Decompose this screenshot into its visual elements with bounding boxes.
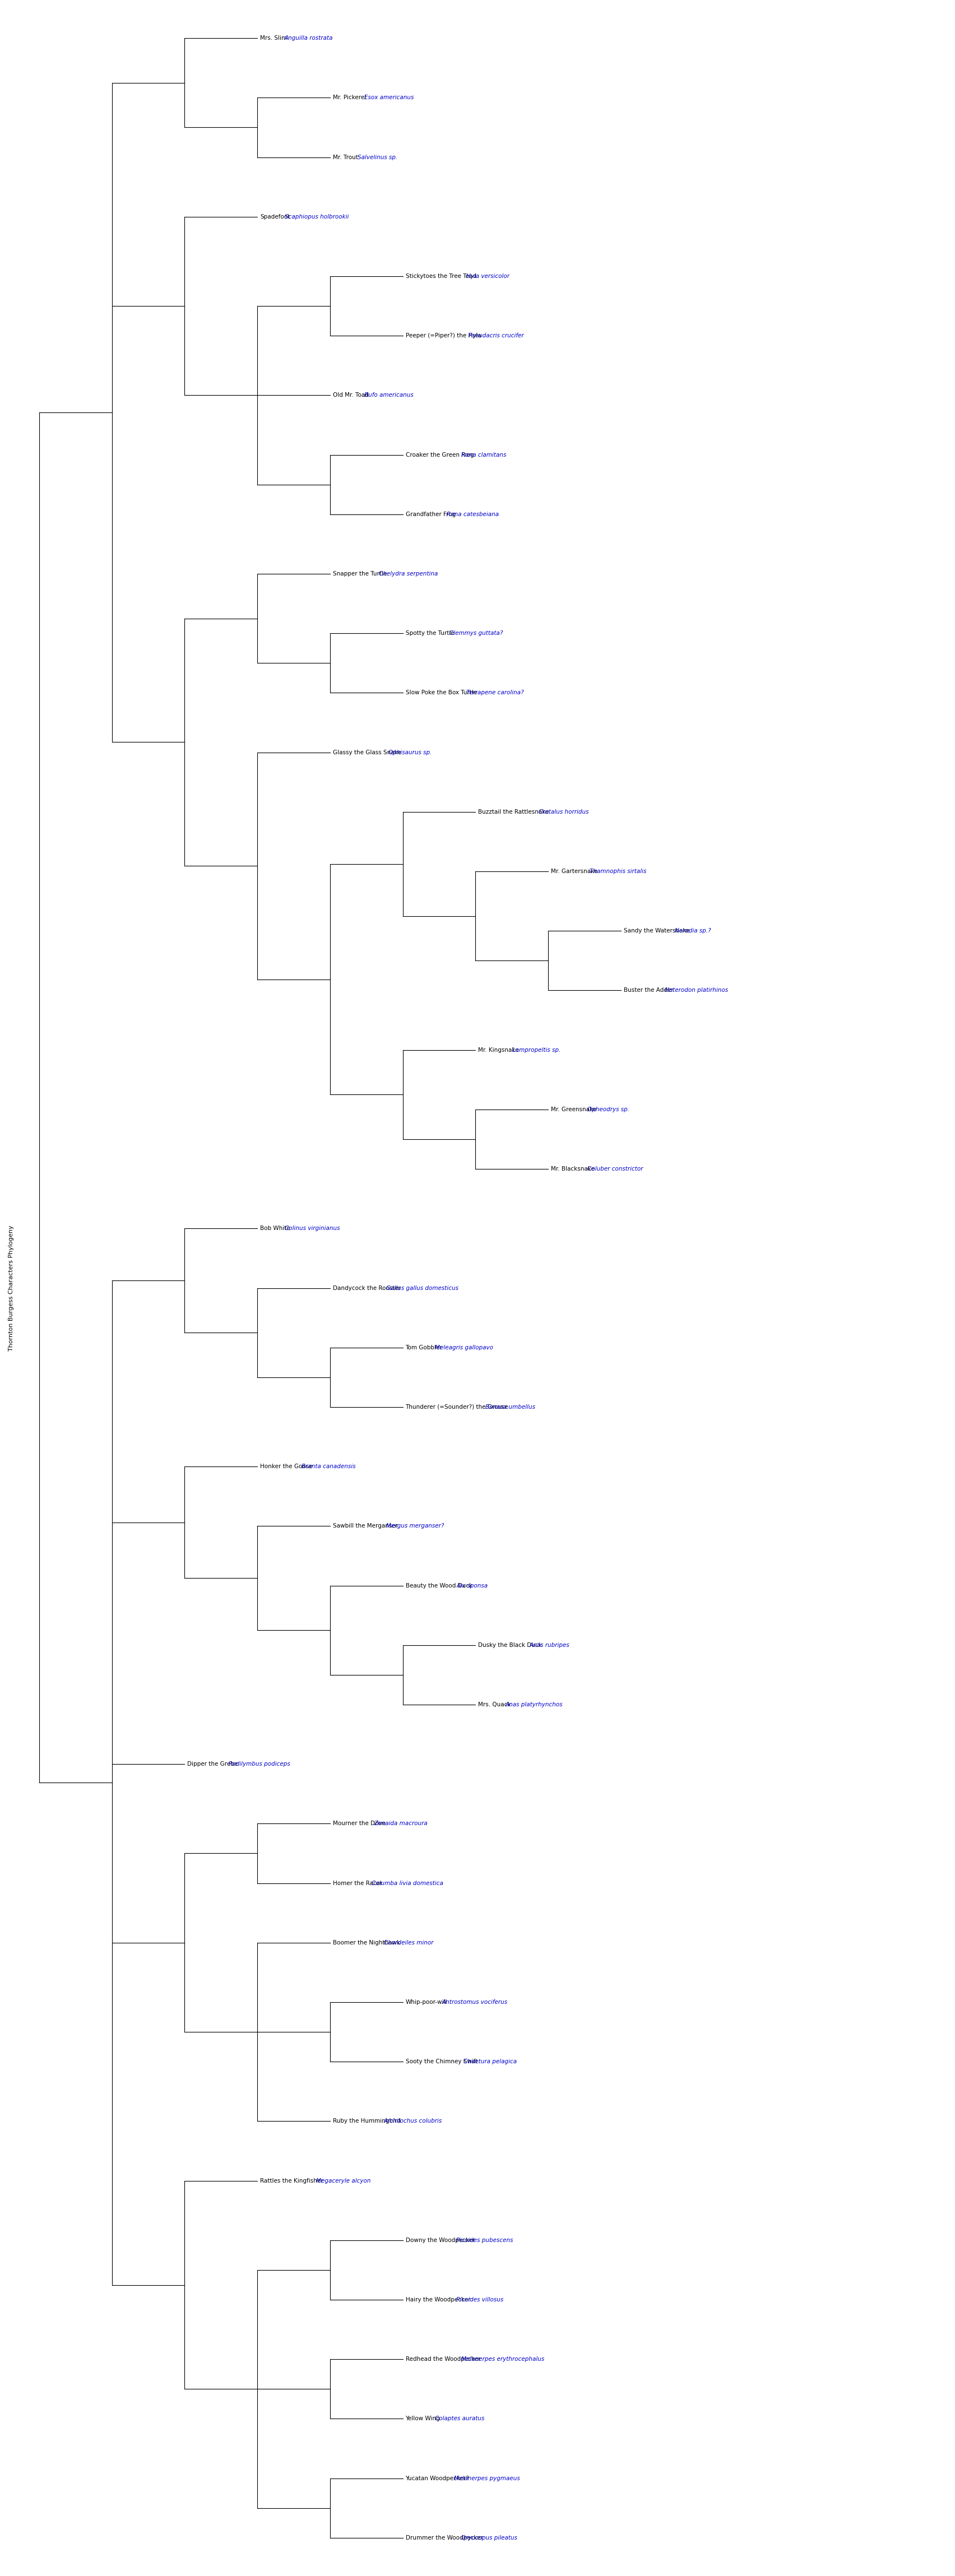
Text: Yucatan Woodpecker?: Yucatan Woodpecker?	[406, 2476, 469, 2481]
Text: Anas rubripes: Anas rubripes	[529, 1643, 569, 1649]
Text: Slow Poke the Box Turtle: Slow Poke the Box Turtle	[406, 690, 477, 696]
Text: Thunderer (=Sounder?) the Grouse: Thunderer (=Sounder?) the Grouse	[406, 1404, 508, 1409]
Text: Buster the Adder: Buster the Adder	[624, 987, 673, 994]
Text: Lampropeltis sp.: Lampropeltis sp.	[512, 1046, 561, 1054]
Text: Gallus gallus domesticus: Gallus gallus domesticus	[386, 1285, 458, 1291]
Text: Spotty the Turtle: Spotty the Turtle	[406, 631, 454, 636]
Text: Spadefoot: Spadefoot	[260, 214, 290, 219]
Text: Pseudacris crucifer: Pseudacris crucifer	[469, 332, 523, 337]
Text: Rattles the Kingfisher: Rattles the Kingfisher	[260, 2177, 323, 2184]
Text: Mrs. Slim: Mrs. Slim	[260, 36, 287, 41]
Text: Chaetura pelagica: Chaetura pelagica	[464, 2058, 517, 2063]
Text: Anguilla rostrata: Anguilla rostrata	[285, 36, 333, 41]
Text: Old Mr. Toad: Old Mr. Toad	[332, 392, 369, 399]
Text: Mergus merganser?: Mergus merganser?	[386, 1522, 444, 1530]
Text: Glassy the Glass Snake: Glassy the Glass Snake	[332, 750, 401, 755]
Text: Salvelinus sp.: Salvelinus sp.	[357, 155, 397, 160]
Text: Sandy the Watersnake: Sandy the Watersnake	[624, 927, 690, 933]
Text: Melanerpes pygmaeus: Melanerpes pygmaeus	[454, 2476, 520, 2481]
Text: Bufo americanus: Bufo americanus	[365, 392, 414, 399]
Text: Downy the Woodpecker: Downy the Woodpecker	[406, 2239, 475, 2244]
Text: Mourner the Dove: Mourner the Dove	[332, 1821, 386, 1826]
Text: Peeper (=Piper?) the Hyla: Peeper (=Piper?) the Hyla	[406, 332, 481, 337]
Text: Rana catesbeiana: Rana catesbeiana	[447, 513, 499, 518]
Text: Dryocopus pileatus: Dryocopus pileatus	[461, 2535, 518, 2540]
Text: Chordeiles minor: Chordeiles minor	[384, 1940, 434, 1945]
Text: Picoides pubescens: Picoides pubescens	[456, 2239, 514, 2244]
Text: Mr. Kingsnake: Mr. Kingsnake	[478, 1046, 519, 1054]
Text: Sawbill the Merganser: Sawbill the Merganser	[332, 1522, 398, 1530]
Text: Colaptes auratus: Colaptes auratus	[435, 2416, 484, 2421]
Text: Redhead the Woodpecker: Redhead the Woodpecker	[406, 2357, 480, 2362]
Text: Mr. Blacksnake: Mr. Blacksnake	[551, 1167, 595, 1172]
Text: Bob White: Bob White	[260, 1226, 290, 1231]
Text: Grandfather Frog: Grandfather Frog	[406, 513, 456, 518]
Text: Podilymbus podiceps: Podilymbus podiceps	[229, 1762, 290, 1767]
Text: Thornton Burgess Characters Phylogeny: Thornton Burgess Characters Phylogeny	[9, 1226, 14, 1350]
Text: Stickytoes the Tree Toad: Stickytoes the Tree Toad	[406, 273, 477, 278]
Text: Melanerpes erythrocephalus: Melanerpes erythrocephalus	[461, 2357, 544, 2362]
Text: Colinus virginianus: Colinus virginianus	[285, 1226, 340, 1231]
Text: Nerodia sp.?: Nerodia sp.?	[674, 927, 711, 933]
Text: Opheodrys sp.: Opheodrys sp.	[587, 1108, 629, 1113]
Text: Picoides villosus: Picoides villosus	[456, 2298, 503, 2303]
Text: Esox americanus: Esox americanus	[365, 95, 414, 100]
Text: Boomer the Nighthawk: Boomer the Nighthawk	[332, 1940, 400, 1945]
Text: Antrostomus vociferus: Antrostomus vociferus	[442, 1999, 508, 2004]
Text: Mr. Greensnake: Mr. Greensnake	[551, 1108, 596, 1113]
Text: Crotalus horridus: Crotalus horridus	[539, 809, 589, 814]
Text: Mr. Trout: Mr. Trout	[332, 155, 358, 160]
Text: Homer the Racer: Homer the Racer	[332, 1880, 382, 1886]
Text: Megaceryle alcyon: Megaceryle alcyon	[316, 2177, 371, 2184]
Text: Anas platyrhynchos: Anas platyrhynchos	[505, 1703, 562, 1708]
Text: Hyla versicolor: Hyla versicolor	[466, 273, 509, 278]
Text: Branta canadensis: Branta canadensis	[302, 1463, 355, 1468]
Text: Terrapene carolina?: Terrapene carolina?	[466, 690, 523, 696]
Text: Drummer the Woodpecker: Drummer the Woodpecker	[406, 2535, 483, 2540]
Text: Croaker the Green Frog: Croaker the Green Frog	[406, 451, 474, 459]
Text: Scaphiopus holbrookii: Scaphiopus holbrookii	[285, 214, 349, 219]
Text: Snapper the Turtle: Snapper the Turtle	[332, 572, 387, 577]
Text: Chelydra serpentina: Chelydra serpentina	[379, 572, 438, 577]
Text: Yellow Wing: Yellow Wing	[406, 2416, 440, 2421]
Text: Hairy the Woodpecker: Hairy the Woodpecker	[406, 2298, 470, 2303]
Text: Ruby the Hummingbird: Ruby the Hummingbird	[332, 2117, 400, 2125]
Text: Buzztail the Rattlesnake: Buzztail the Rattlesnake	[478, 809, 549, 814]
Text: Archilochus colubris: Archilochus colubris	[384, 2117, 442, 2125]
Text: Clemmys guttata?: Clemmys guttata?	[449, 631, 502, 636]
Text: Columba livia domestica: Columba livia domestica	[371, 1880, 443, 1886]
Text: Dandycock the Rooster: Dandycock the Rooster	[332, 1285, 401, 1291]
Text: Sooty the Chimney Swift: Sooty the Chimney Swift	[406, 2058, 478, 2063]
Text: Rana clamitans: Rana clamitans	[461, 451, 506, 459]
Text: Beauty the Wood Duck: Beauty the Wood Duck	[406, 1582, 472, 1589]
Text: Mrs. Quack: Mrs. Quack	[478, 1703, 511, 1708]
Text: Mr. Pickerel: Mr. Pickerel	[332, 95, 366, 100]
Text: Meleagris gallopavo: Meleagris gallopavo	[435, 1345, 493, 1350]
Text: Whip-poor-will: Whip-poor-will	[406, 1999, 447, 2004]
Text: Ophisaurus sp.: Ophisaurus sp.	[389, 750, 432, 755]
Text: Aix sponsa: Aix sponsa	[456, 1582, 488, 1589]
Text: Zenaida macroura: Zenaida macroura	[374, 1821, 428, 1826]
Text: Mr. Gartersnake: Mr. Gartersnake	[551, 868, 598, 873]
Text: Thamnophis sirtalis: Thamnophis sirtalis	[590, 868, 647, 873]
Text: Coluber constrictor: Coluber constrictor	[587, 1167, 643, 1172]
Text: Tom Gobbler: Tom Gobbler	[406, 1345, 442, 1350]
Text: Dusky the Black Duck: Dusky the Black Duck	[478, 1643, 541, 1649]
Text: Dipper the Grebe: Dipper the Grebe	[187, 1762, 238, 1767]
Text: Honker the Goose: Honker the Goose	[260, 1463, 312, 1468]
Text: Heterodon platirhinos: Heterodon platirhinos	[665, 987, 729, 994]
Text: Bonasa umbellus: Bonasa umbellus	[485, 1404, 536, 1409]
